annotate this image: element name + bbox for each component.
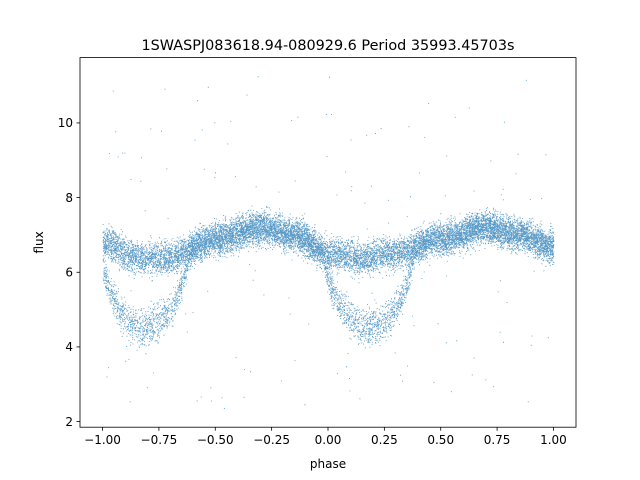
y-axis: 2 4 6 8 10 <box>58 116 80 429</box>
chart-title: 1SWASPJ083618.94-080929.6 Period 35993.4… <box>142 38 515 54</box>
y-tick-label: 8 <box>65 191 73 205</box>
x-axis: −1.00 −0.75 −0.50 −0.25 0.00 0.25 0.50 0.75 1.00 <box>84 427 567 447</box>
x-tick-label: 1.00 <box>540 433 567 447</box>
x-tick-label: 0.00 <box>315 433 342 447</box>
scatter-points <box>102 76 555 409</box>
y-tick-label: 10 <box>58 116 73 130</box>
x-tick-label: 0.75 <box>484 433 511 447</box>
y-tick-label: 4 <box>65 340 73 354</box>
y-tick-label: 2 <box>65 415 73 429</box>
x-tick-label: −0.25 <box>253 433 290 447</box>
y-axis-label: flux <box>32 231 46 253</box>
x-tick-label: 0.25 <box>371 433 398 447</box>
x-axis-label: phase <box>310 457 346 471</box>
x-tick-label: −0.75 <box>141 433 178 447</box>
x-tick-label: −0.50 <box>197 433 234 447</box>
data-points <box>102 76 555 409</box>
x-tick-label: 0.50 <box>427 433 454 447</box>
x-tick-label: −1.00 <box>84 433 121 447</box>
y-tick-label: 6 <box>65 265 73 279</box>
